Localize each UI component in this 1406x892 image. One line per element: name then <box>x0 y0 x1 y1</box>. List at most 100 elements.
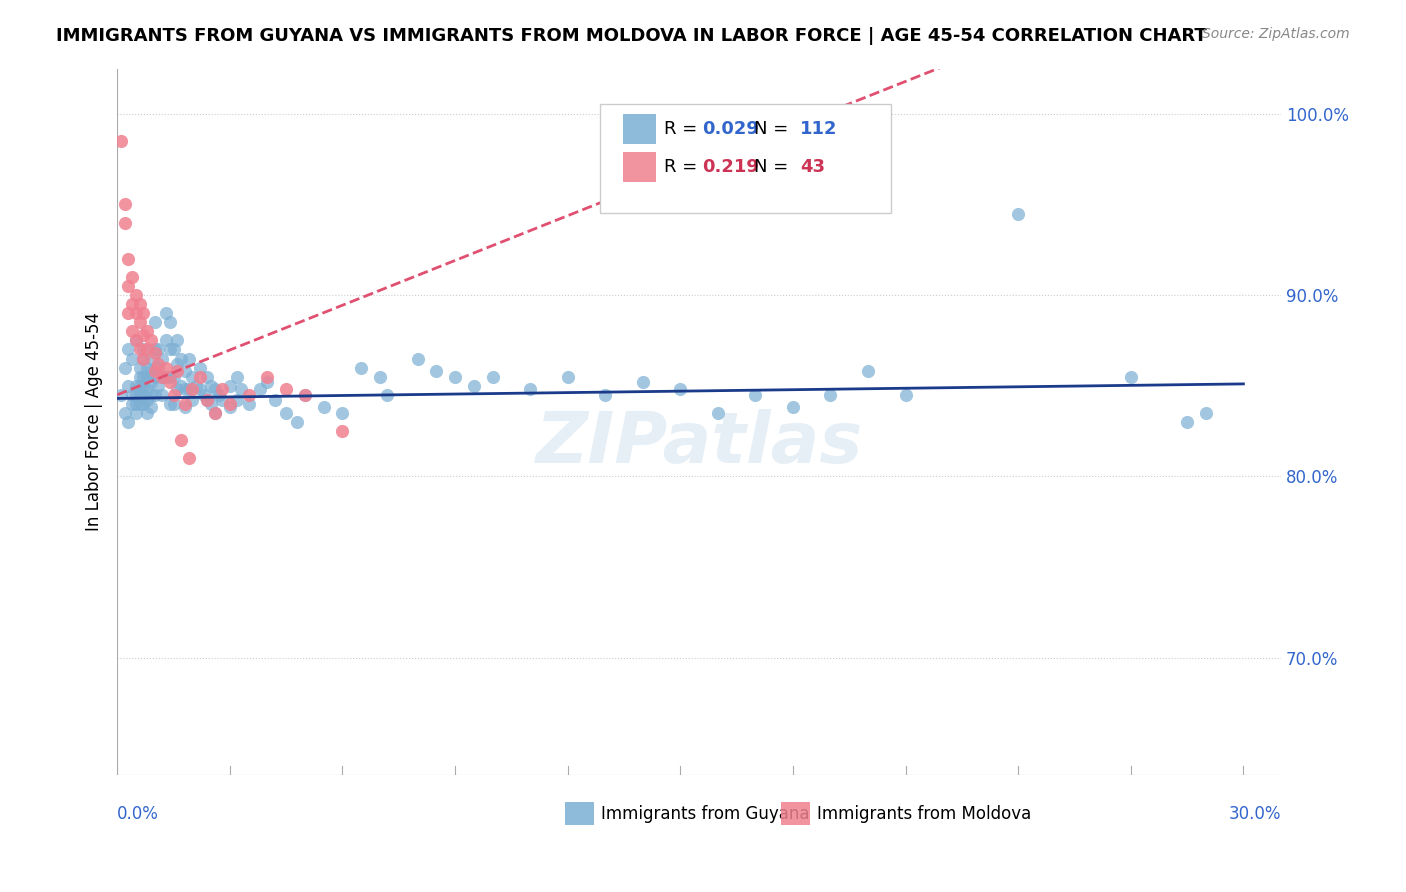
Point <box>744 388 766 402</box>
Point <box>557 369 579 384</box>
Point <box>117 343 139 357</box>
Point <box>139 351 162 366</box>
Point <box>368 369 391 384</box>
Point <box>132 351 155 366</box>
Point <box>139 375 162 389</box>
Point <box>211 382 233 396</box>
Point <box>139 401 162 415</box>
Point <box>170 433 193 447</box>
Point <box>136 343 159 357</box>
Point <box>128 378 150 392</box>
Point <box>188 369 211 384</box>
Point <box>229 382 252 396</box>
Point <box>856 364 879 378</box>
Point <box>128 297 150 311</box>
Text: 30.0%: 30.0% <box>1229 805 1281 822</box>
FancyBboxPatch shape <box>600 103 891 213</box>
Point <box>162 397 184 411</box>
Point <box>136 406 159 420</box>
Point <box>173 397 195 411</box>
Point <box>148 360 170 375</box>
Point <box>125 334 148 348</box>
Point <box>166 382 188 396</box>
Point <box>1007 206 1029 220</box>
Text: 0.219: 0.219 <box>703 158 759 176</box>
Point <box>218 401 240 415</box>
Point <box>294 388 316 402</box>
Text: ZIPatlas: ZIPatlas <box>536 409 863 478</box>
Point <box>110 388 132 402</box>
Point <box>159 375 181 389</box>
Point <box>114 197 136 211</box>
Point <box>110 134 132 148</box>
Point <box>121 388 143 402</box>
Point <box>238 388 260 402</box>
Point <box>166 334 188 348</box>
Point <box>226 369 249 384</box>
Point <box>593 388 616 402</box>
Y-axis label: In Labor Force | Age 45-54: In Labor Force | Age 45-54 <box>86 312 103 532</box>
Point <box>132 343 155 357</box>
Text: R =: R = <box>664 120 703 138</box>
Point <box>463 378 485 392</box>
Point <box>159 397 181 411</box>
Point <box>128 369 150 384</box>
Point <box>204 382 226 396</box>
Point <box>155 334 177 348</box>
Point <box>128 397 150 411</box>
Point <box>132 388 155 402</box>
Point <box>894 388 917 402</box>
Point <box>159 315 181 329</box>
Text: Source: ZipAtlas.com: Source: ZipAtlas.com <box>1202 27 1350 41</box>
Point <box>204 406 226 420</box>
Point <box>195 393 218 408</box>
Text: R =: R = <box>664 158 703 176</box>
Text: 43: 43 <box>800 158 825 176</box>
Point <box>143 343 166 357</box>
Point <box>128 315 150 329</box>
Point <box>143 346 166 360</box>
Point <box>162 343 184 357</box>
Point <box>121 269 143 284</box>
Point <box>117 252 139 266</box>
Text: N =: N = <box>754 120 794 138</box>
Point <box>188 382 211 396</box>
Point <box>125 397 148 411</box>
Text: Immigrants from Moldova: Immigrants from Moldova <box>817 805 1031 822</box>
Bar <box>623 114 657 145</box>
Point <box>136 393 159 408</box>
Point <box>195 393 218 408</box>
Point <box>1119 369 1142 384</box>
Point <box>159 343 181 357</box>
Point <box>136 324 159 338</box>
Point <box>256 369 278 384</box>
Point <box>820 388 842 402</box>
Point <box>177 451 200 466</box>
Point <box>173 382 195 396</box>
Point <box>125 378 148 392</box>
Point <box>117 415 139 429</box>
Point <box>128 360 150 375</box>
Point <box>173 364 195 378</box>
Point <box>125 306 148 320</box>
Point <box>155 306 177 320</box>
Point <box>166 364 188 378</box>
Point <box>181 393 204 408</box>
Point <box>162 388 184 402</box>
Point <box>114 216 136 230</box>
Point <box>276 406 298 420</box>
Point <box>150 388 173 402</box>
Point <box>128 343 150 357</box>
Point <box>377 388 399 402</box>
Point <box>136 382 159 396</box>
Point <box>211 393 233 408</box>
Point <box>139 364 162 378</box>
Point <box>132 328 155 343</box>
Point <box>1175 415 1198 429</box>
Point <box>200 378 222 392</box>
Point <box>287 415 309 429</box>
Point <box>162 369 184 384</box>
Text: 0.0%: 0.0% <box>117 805 159 822</box>
Point <box>263 393 285 408</box>
Point <box>200 397 222 411</box>
